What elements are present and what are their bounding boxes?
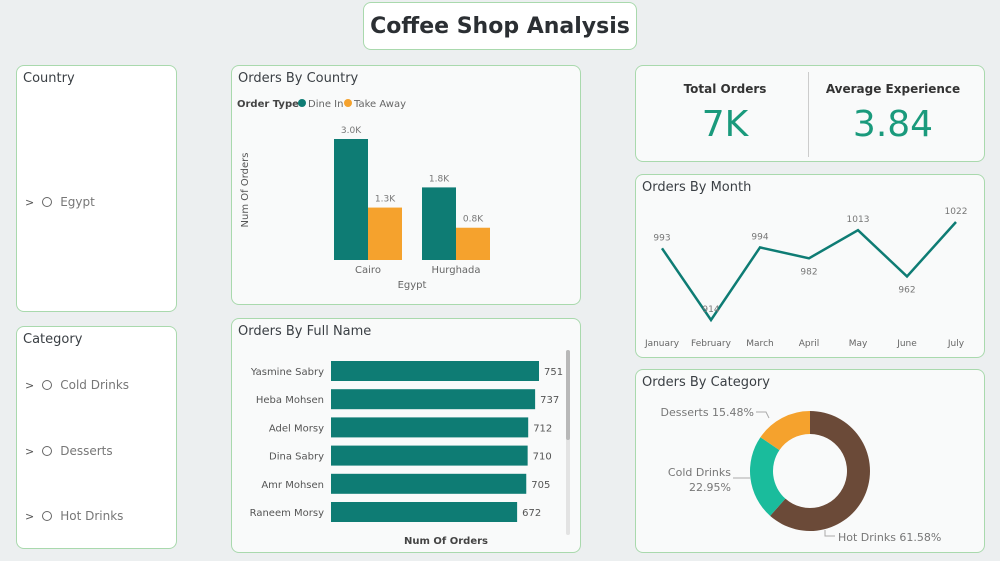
slicer-item-label: Cold Drinks xyxy=(60,378,130,392)
country-slicer: Country > Egypt xyxy=(16,65,177,312)
dashboard-title: Coffee Shop Analysis xyxy=(363,2,637,50)
radio-icon[interactable] xyxy=(42,511,53,521)
total-orders-value: 7K xyxy=(701,104,749,145)
avg-experience-value: 3.84 xyxy=(852,104,934,145)
radio-icon[interactable] xyxy=(42,446,53,456)
orders-by-country-panel: Orders By Country xyxy=(231,65,581,305)
slicer-item-cold-drinks[interactable]: > Cold Drinks xyxy=(25,378,129,392)
avg-experience-label: Average Experience xyxy=(825,82,961,96)
slicer-item-desserts[interactable]: > Desserts xyxy=(25,444,113,458)
total-orders-label: Total Orders xyxy=(683,82,767,96)
chevron-right-icon[interactable]: > xyxy=(25,378,35,392)
radio-icon[interactable] xyxy=(42,380,53,390)
radio-icon[interactable] xyxy=(42,197,53,207)
orders-by-month-panel: Orders By Month xyxy=(635,174,985,358)
slicer-item-label: Hot Drinks xyxy=(60,509,124,523)
slicer-item-egypt[interactable]: > Egypt xyxy=(25,195,95,209)
chart-title: Orders By Full Name xyxy=(238,324,372,339)
chart-title: Orders By Country xyxy=(238,71,359,86)
orders-by-category-panel: Orders By Category xyxy=(635,369,985,553)
orders-by-name-panel: Orders By Full Name xyxy=(231,318,581,553)
country-slicer-title: Country xyxy=(23,71,75,86)
chart-title: Orders By Category xyxy=(642,375,770,390)
divider xyxy=(808,72,809,157)
kpi-card: Total Orders 7K Average Experience 3.84 xyxy=(635,65,985,162)
slicer-item-label: Desserts xyxy=(60,444,113,458)
chart-title: Orders By Month xyxy=(642,180,752,195)
slicer-item-label: Egypt xyxy=(60,195,95,209)
chevron-right-icon[interactable]: > xyxy=(25,444,35,458)
chevron-right-icon[interactable]: > xyxy=(25,509,35,523)
category-slicer-title: Category xyxy=(23,332,83,347)
slicer-item-hot-drinks[interactable]: > Hot Drinks xyxy=(25,509,123,523)
chevron-right-icon[interactable]: > xyxy=(25,195,35,209)
category-slicer: Category > Cold Drinks > Desserts > Hot Dri… xyxy=(16,326,177,549)
